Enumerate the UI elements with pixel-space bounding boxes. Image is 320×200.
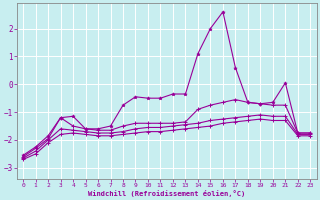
X-axis label: Windchill (Refroidissement éolien,°C): Windchill (Refroidissement éolien,°C) (88, 190, 245, 197)
